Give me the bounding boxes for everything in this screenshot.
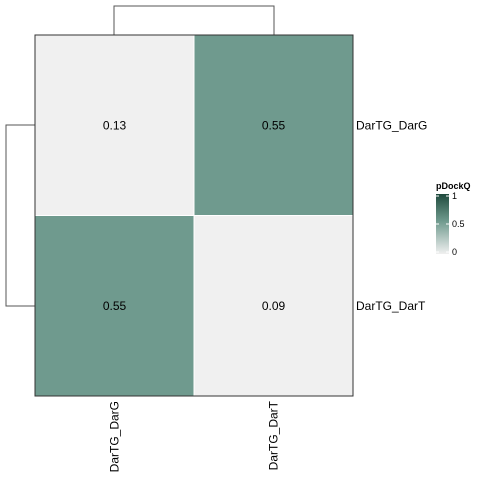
column-dendrogram — [113, 5, 275, 35]
heatmap-border — [34, 34, 354, 397]
row-dendrogram-branch — [5, 124, 35, 307]
legend-tick-label: 0 — [452, 247, 457, 257]
row-label: DarTG_DarT — [356, 299, 426, 313]
legend-title: pDockQ — [436, 181, 471, 191]
row-label: DarTG_DarG — [356, 118, 427, 132]
heatmap-cell — [34, 34, 195, 216]
heatmap-cell — [193, 34, 354, 216]
legend-ticks: 10.50 — [436, 191, 465, 257]
column-labels: DarTG_DarG DarTG_DarT — [108, 400, 281, 472]
cell-value-label: 0.55 — [103, 299, 127, 313]
cell-value-label: 0.09 — [262, 299, 286, 313]
cell-value-label: 0.55 — [262, 118, 286, 132]
legend: pDockQ 10.50 — [436, 181, 471, 257]
heatmap-cells: 0.13 0.55 0.55 0.09 — [34, 34, 354, 397]
legend-tick-label: 1 — [452, 191, 457, 201]
column-label: DarTG_DarG — [108, 401, 122, 472]
legend-tick-label: 0.5 — [452, 219, 465, 229]
column-dendrogram-branch — [113, 5, 275, 35]
row-dendrogram — [5, 124, 35, 307]
heatmap-cell — [34, 215, 195, 397]
row-labels: DarTG_DarG DarTG_DarT — [356, 118, 427, 313]
cell-value-label: 0.13 — [103, 118, 127, 132]
column-label: DarTG_DarT — [267, 400, 281, 470]
legend-colorbar — [436, 194, 449, 254]
heatmap-cell — [193, 215, 354, 397]
